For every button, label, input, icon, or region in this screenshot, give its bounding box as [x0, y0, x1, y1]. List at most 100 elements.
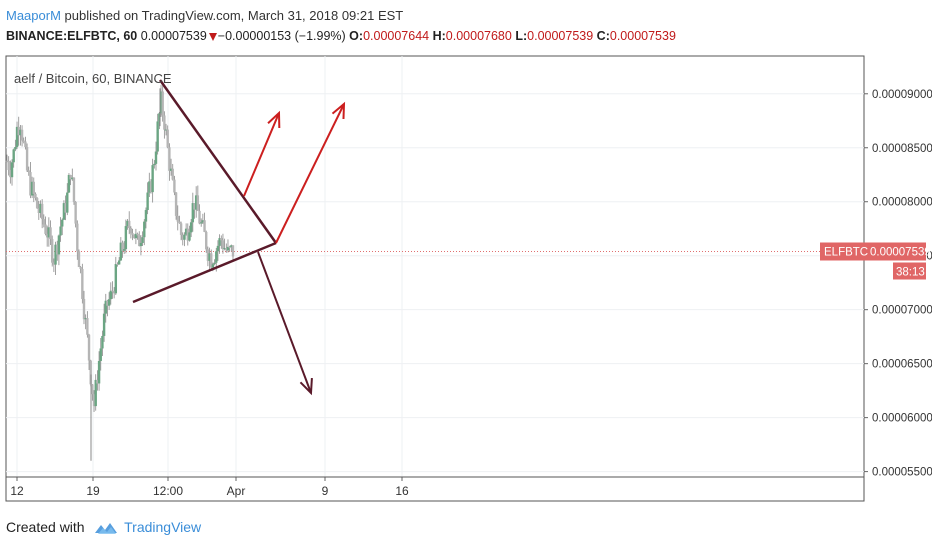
candle-body [27, 170, 30, 173]
candle-body [104, 300, 107, 314]
low-value: 0.00007539 [527, 29, 594, 43]
y-tick-label: 0.00005500 [872, 467, 932, 479]
candle-body [179, 223, 183, 236]
candle-body [97, 360, 101, 384]
candle-body [79, 267, 82, 269]
candle-body [178, 221, 181, 224]
candle-body [215, 251, 218, 263]
author-link[interactable]: MaaporM [6, 8, 61, 23]
candle-body [57, 235, 61, 255]
candle-body [144, 210, 148, 222]
tradingview-brand[interactable]: TradingView [124, 519, 202, 535]
candle-body [10, 162, 14, 178]
tradingview-logo-icon [95, 523, 118, 535]
candle-body [107, 299, 111, 306]
candle-body [191, 203, 195, 223]
candle-body [151, 165, 154, 193]
open-value: 0.00007644 [363, 29, 430, 43]
candle-body [206, 249, 210, 261]
candle-body [128, 220, 131, 228]
high-label: H: [432, 29, 446, 43]
candle-body [64, 203, 67, 213]
breakdown-arrow-shaft [257, 251, 312, 394]
candle-body [76, 223, 79, 252]
candle-body [72, 177, 76, 202]
candle-body [126, 220, 129, 227]
candle-body [25, 147, 29, 171]
candle-body [225, 248, 228, 251]
candle-body [173, 179, 176, 193]
publish-line: MaaporM published on TradingView.com, Ma… [6, 6, 926, 26]
candle-body [223, 248, 226, 250]
candle-body [169, 168, 173, 171]
x-tick-label: 19 [86, 484, 100, 498]
drawings [132, 79, 346, 396]
price-change: −0.00000153 (−1.99%) [217, 29, 346, 43]
candle-body [158, 113, 161, 122]
candle-body [164, 129, 168, 131]
candle-body [186, 228, 189, 241]
candle-body [49, 227, 52, 240]
candle-body [54, 244, 57, 265]
x-tick-label: 16 [395, 484, 409, 498]
candle-body [24, 141, 27, 148]
candle-body [39, 203, 42, 213]
candle-body [189, 222, 193, 233]
candle-body [96, 379, 99, 384]
candle-body [87, 334, 91, 361]
candle-body [122, 249, 126, 251]
candle-body [94, 379, 97, 407]
price-label-box [820, 242, 926, 261]
candle-body [211, 264, 215, 268]
candle-body [82, 298, 86, 320]
candle-body [35, 198, 39, 209]
candle-body [40, 203, 44, 220]
candle-body [201, 220, 205, 223]
chart-header: MaaporM published on TradingView.com, Ma… [6, 6, 926, 46]
x-tick-label: Apr [227, 484, 246, 498]
candle-body [220, 238, 223, 241]
candle-body [37, 208, 41, 213]
candle-body [163, 115, 166, 130]
candle-body [51, 239, 54, 263]
close-value: 0.00007539 [609, 29, 676, 43]
candle-body [56, 244, 59, 255]
price-axis[interactable]: 0.000090000.000085000.000080000.00007500… [864, 89, 932, 479]
candle-body [112, 291, 116, 294]
candle-body [181, 235, 184, 240]
candle-body [203, 220, 206, 232]
candle-body [45, 233, 49, 238]
candle-body [62, 203, 66, 220]
candle-body [159, 91, 163, 114]
candle-body [14, 147, 17, 150]
candle-body [168, 147, 171, 171]
breakout-arrow-large-shaft [275, 103, 345, 244]
price-label-symbol: ELFBTC [824, 246, 868, 258]
candle-body [7, 160, 10, 171]
candle-body [134, 233, 138, 239]
candle-body [66, 192, 69, 213]
created-with-text: Created with [6, 519, 85, 535]
x-tick-label: 12 [10, 484, 24, 498]
candle-body [52, 262, 56, 265]
candle-body [143, 221, 146, 238]
close-label: C: [596, 29, 610, 43]
price-chart[interactable]: aelf / Bitcoin, 60, BINANCE 0.00009000 0.… [0, 0, 932, 510]
symbol-label: BINANCE:ELFBTC, 60 [6, 29, 138, 43]
candle-body [89, 360, 92, 385]
y-tick-label: 0.00008000 [872, 197, 932, 209]
time-axis[interactable]: 12 19 12:00 Apr 9 16 [10, 477, 409, 498]
candle-body [42, 219, 46, 225]
candle-body [15, 126, 19, 148]
candle-body [133, 234, 136, 239]
candle-body [29, 172, 32, 196]
candle-body [92, 394, 96, 407]
y-tick-label: 0.00008500 [872, 143, 932, 155]
candle-body [148, 181, 151, 193]
candle-body [129, 227, 133, 234]
candle-body [141, 237, 144, 243]
candle-body [69, 174, 72, 180]
candle-body [86, 318, 89, 335]
chart-title: aelf / Bitcoin, 60, BINANCE [14, 71, 172, 86]
candle-body [176, 215, 179, 222]
